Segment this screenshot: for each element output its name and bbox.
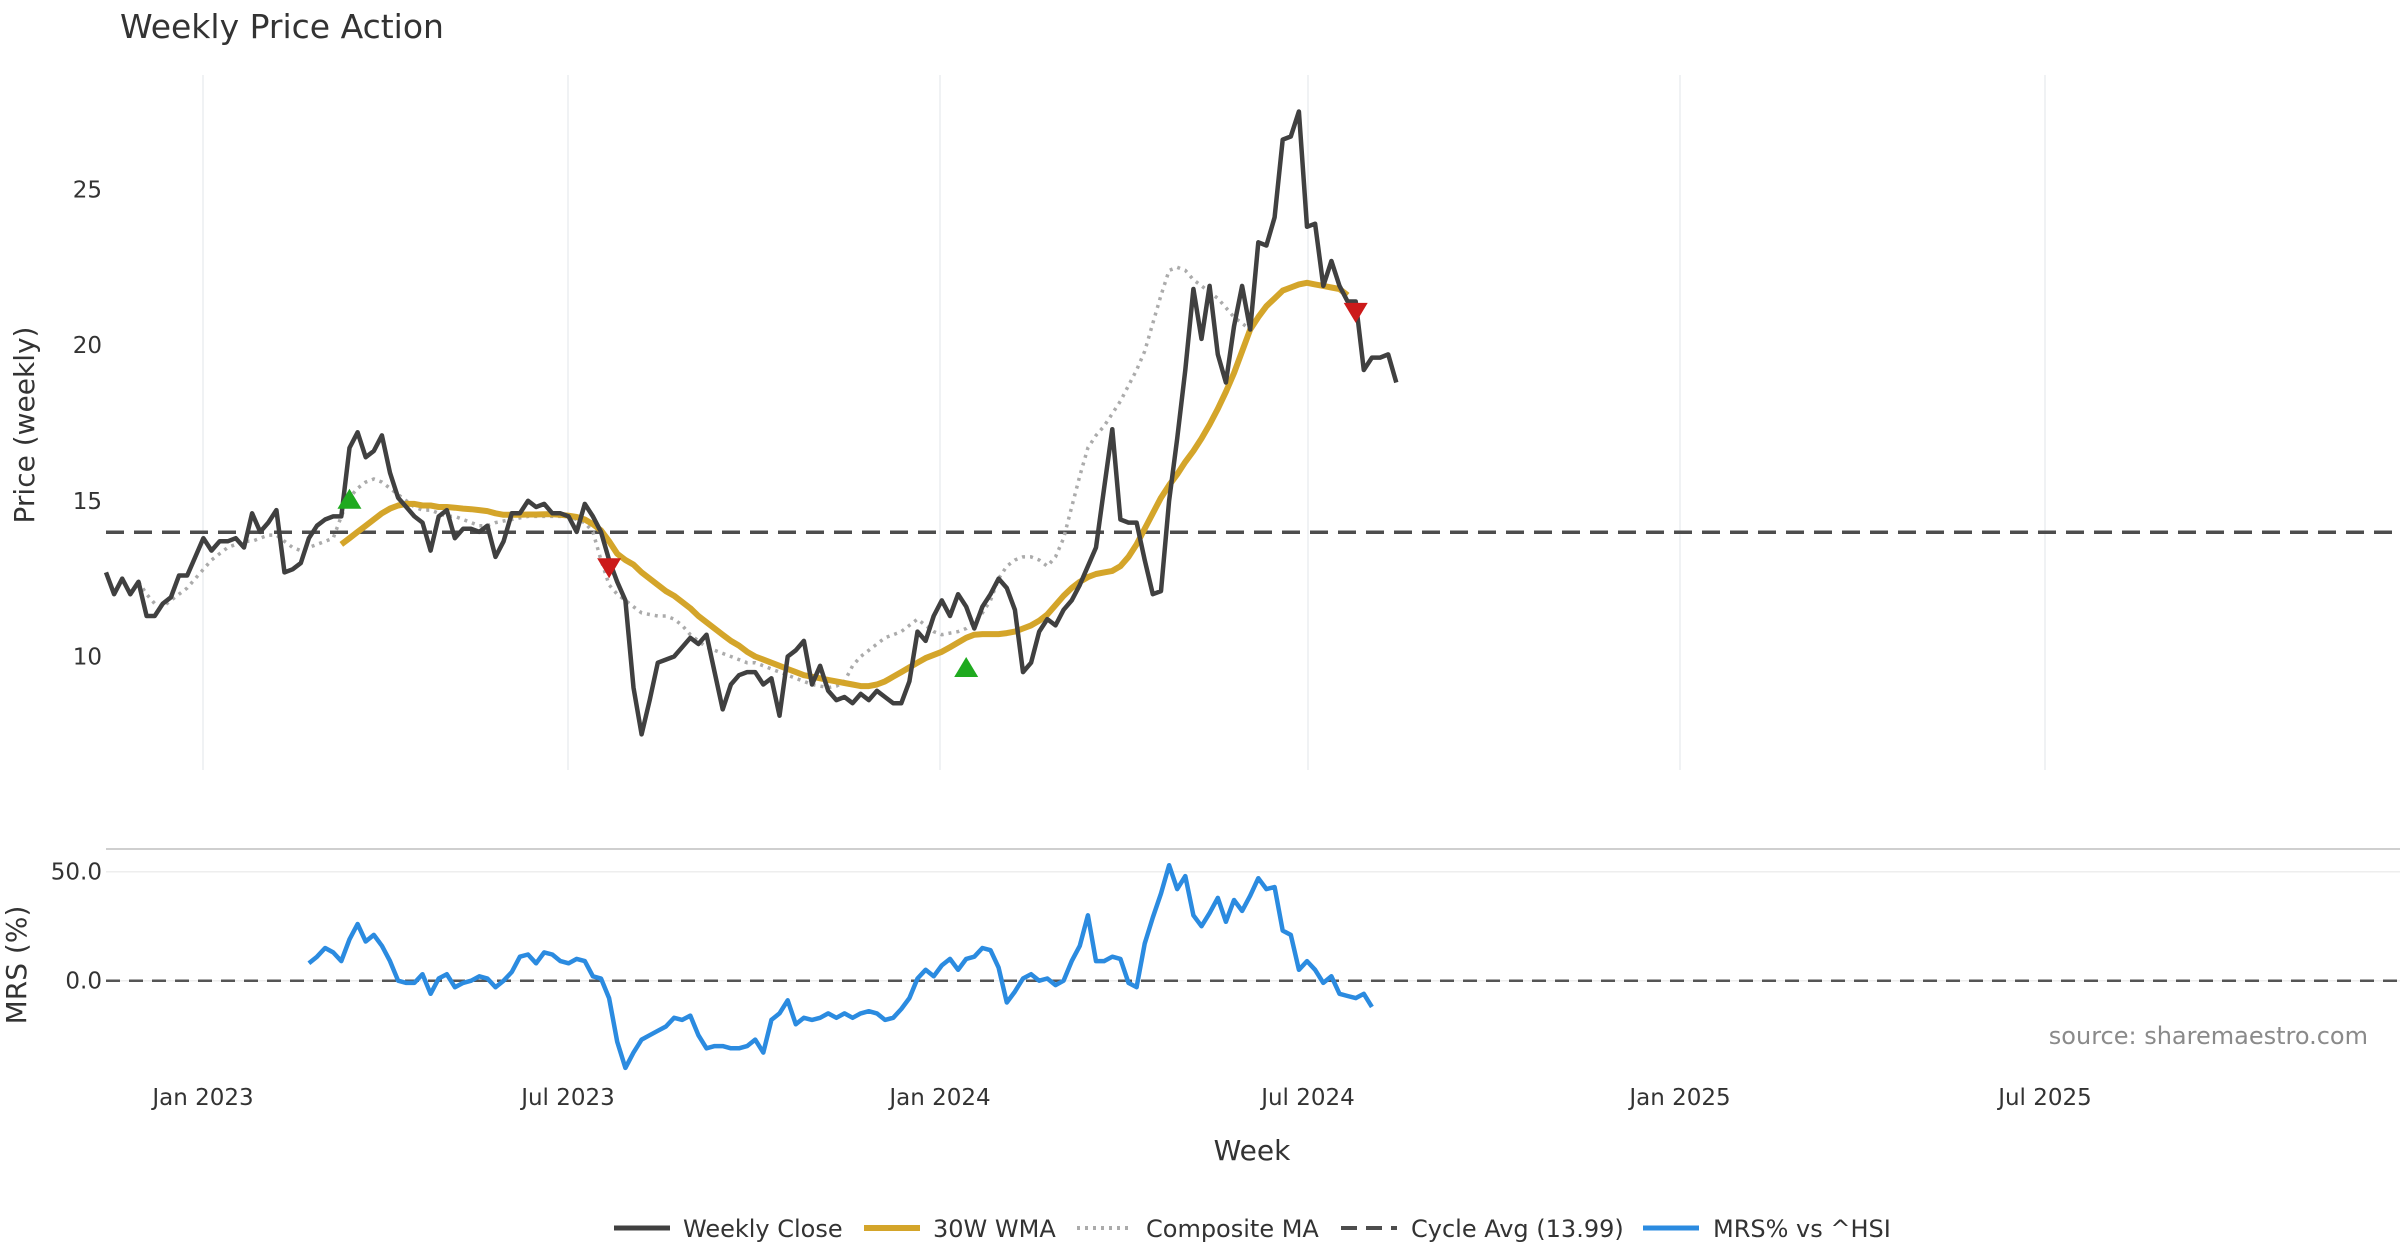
legend-wma: 30W WMA [933,1215,1056,1243]
source-note: source: sharemaestro.com [2049,1022,2368,1050]
price-y-tick-label: 15 [73,489,102,515]
x-tick-label: Jan 2024 [887,1085,990,1111]
x-axis-label: Week [1214,1134,1291,1167]
legend-mrs: MRS% vs ^HSI [1713,1215,1891,1243]
mrs-y-tick-label: 50.0 [51,860,102,886]
x-tick-label: Jul 2024 [1259,1085,1355,1111]
price-y-tick-label: 10 [73,645,102,671]
sell-signal-marker [597,558,622,579]
mrs-y-tick-label: 0.0 [65,969,102,995]
buy-signal-marker [954,656,979,677]
composite-ma-line [137,265,1252,690]
price-y-tick-label: 25 [73,177,102,203]
price-y-tick-label: 20 [73,333,102,359]
vertical-gridlines [202,75,2046,770]
chart-title: Weekly Price Action [120,7,444,46]
price-y-ticks: 10 15 20 25 [73,177,102,670]
weekly-close-line [103,109,1399,737]
legend-cycle: Cycle Avg (13.99) [1411,1215,1624,1243]
mrs-y-ticks: 50.0 0.0 [51,860,2400,995]
legend: Weekly Close 30W WMA Composite MA Cycle … [614,1215,1891,1243]
x-tick-label: Jan 2025 [1627,1085,1730,1111]
legend-weekly-close: Weekly Close [683,1215,843,1243]
mrs-line [307,862,1374,1071]
x-tick-label: Jul 2025 [1996,1085,2092,1111]
mrs-y-label: MRS (%) [0,906,33,1025]
x-tick-label: Jan 2023 [150,1085,253,1111]
buy-signal-marker [337,488,362,509]
x-tick-label: Jul 2023 [519,1085,615,1111]
signal-markers [337,302,1368,677]
sell-signal-marker [1343,302,1368,323]
x-axis-ticks: Jan 2023 Jul 2023 Jan 2024 Jul 2024 Jan 2025… [150,1085,2091,1111]
price-y-label: Price (weekly) [8,327,41,524]
wma-30w-line [339,279,1350,690]
legend-composite: Composite MA [1146,1215,1319,1243]
